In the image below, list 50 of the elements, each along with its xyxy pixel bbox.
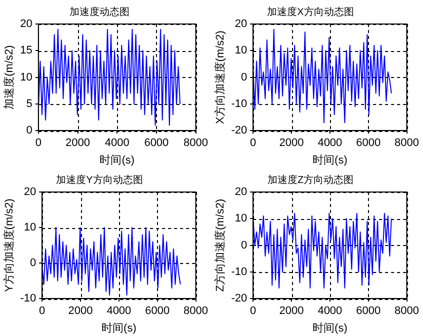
y-tick-label: 20: [20, 18, 32, 30]
x-tick-label: 8000: [394, 137, 420, 150]
x-tick-label: 4000: [104, 137, 130, 150]
x-tick-label: 6000: [356, 305, 381, 318]
x-tick-label: 0: [39, 305, 46, 318]
x-axis-title: 时间(s): [312, 321, 348, 334]
x-tick-label: 4000: [318, 305, 342, 318]
y-tick-label: 20: [234, 186, 248, 198]
y-tick-label: 10: [24, 222, 36, 234]
x-axis-title: 时间(s): [102, 321, 136, 334]
y-tick-label: -10: [231, 266, 248, 278]
x-tick-label: 8000: [184, 305, 208, 318]
x-tick-label: 2000: [279, 305, 304, 318]
x-tick-label: 4000: [318, 137, 342, 150]
y-axis-title: Y方向加速度(m/s2): [2, 198, 16, 292]
chart-title: 加速度Y方向动态图: [56, 174, 143, 186]
y-axis-title: X方向加速度(m/s2): [214, 30, 227, 124]
y-tick-label: -10: [20, 292, 36, 305]
y-tick-label: 10: [234, 44, 248, 57]
y-tick-label: 10: [20, 71, 32, 84]
x-tick-label: 2000: [279, 137, 304, 150]
y-tick-label: 0: [240, 239, 248, 252]
y-tick-label: 5: [26, 98, 32, 110]
x-axis-title: 时间(s): [312, 153, 348, 166]
x-tick-label: 6000: [145, 305, 170, 318]
y-tick-label: 0: [30, 257, 36, 270]
y-tick-label: 15: [20, 44, 32, 57]
x-tick-label: 2000: [68, 305, 93, 318]
y-tick-label: -20: [231, 124, 248, 137]
x-tick-label: 0: [250, 137, 256, 150]
chart-title: 加速度X方向动态图: [267, 6, 354, 18]
x-tick-label: 2000: [66, 137, 90, 150]
chart-title: 加速度Z方向动态图: [267, 174, 354, 186]
x-tick-label: 6000: [144, 137, 169, 150]
x-tick-label: 8000: [184, 137, 208, 150]
y-tick-label: 0: [240, 71, 248, 84]
y-axis-title: 加速度(m/s2): [2, 45, 16, 110]
y-tick-label: 10: [234, 212, 248, 225]
y-tick-label: -10: [231, 98, 248, 110]
x-tick-label: 8000: [394, 305, 420, 318]
y-tick-label: 20: [24, 186, 36, 198]
x-tick-label: 0: [250, 305, 256, 318]
y-tick-label: 0: [26, 124, 32, 137]
x-tick-label: 4000: [106, 305, 132, 318]
x-axis-title: 时间(s): [100, 153, 135, 166]
y-axis-title: Z方向加速度(m/s2): [214, 198, 227, 292]
chart-title: 加速度动态图: [70, 6, 130, 18]
y-tick-label: -20: [231, 292, 248, 305]
x-tick-label: 6000: [356, 137, 381, 150]
y-tick-label: 20: [234, 18, 248, 30]
